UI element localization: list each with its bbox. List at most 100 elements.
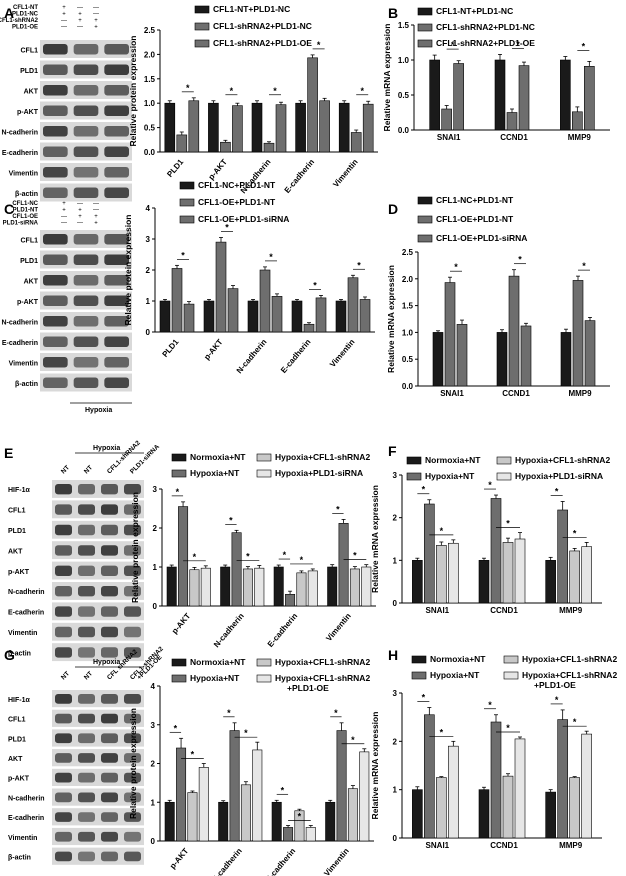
blot-row-label: E-cadherin (8, 815, 44, 822)
y-tick-label: 0.5 (402, 355, 414, 364)
legend-swatch (406, 472, 422, 481)
legend-swatch (503, 655, 519, 664)
legend-swatch (256, 658, 272, 667)
y-tick-label: 0.5 (398, 91, 410, 100)
bar (164, 801, 175, 842)
significance-star: * (360, 86, 364, 96)
y-axis-label: Relative protein expression (130, 492, 140, 603)
blot-band (55, 792, 72, 803)
y-tick-label: 2 (151, 760, 156, 769)
legend-swatch (417, 196, 433, 205)
condition-sign: — (93, 5, 99, 11)
bar (359, 299, 371, 333)
significance-star: * (555, 486, 559, 496)
hypoxia-label: Hypoxia (85, 407, 112, 414)
blot-band (73, 357, 99, 368)
bar (315, 297, 327, 333)
bar (496, 332, 508, 387)
legend-label: Hypoxia+CFL1-shRNA2 (275, 657, 370, 667)
blot-band (43, 295, 68, 306)
bar (514, 538, 526, 604)
legend-label: CFL1-NT+PLD1-NC (213, 4, 290, 14)
bar (545, 791, 556, 839)
blot-band (101, 713, 118, 724)
y-tick-label: 0.0 (144, 148, 156, 157)
bar (453, 63, 464, 131)
blot-band (43, 126, 68, 137)
significance-star: * (317, 40, 321, 50)
significance-star: * (488, 480, 492, 490)
x-tick-label: Vimentin (322, 846, 351, 876)
legend-swatch (171, 469, 187, 478)
bar (275, 104, 287, 153)
bar (545, 560, 556, 604)
legend-label: CFL1-OE+PLD1-NT (198, 197, 276, 207)
bar (584, 320, 596, 387)
blot-band (104, 167, 129, 178)
panel-g: G HIF-1α CFL1 PLD1 AKT p-AKT N-cadherin E-cadhe… (4, 645, 374, 876)
legend-swatch (406, 456, 422, 465)
blot-band (124, 524, 141, 536)
condition-sign: — (93, 12, 99, 18)
blot-band (73, 234, 99, 245)
bar (208, 102, 219, 153)
blot-row-label: AKT (8, 756, 23, 763)
x-tick-label: PLD1 (160, 337, 180, 359)
y-tick-label: 0 (393, 599, 398, 608)
y-tick-label: 0 (153, 602, 158, 611)
blot-band (124, 733, 141, 744)
bar (572, 280, 584, 387)
blot-band (55, 606, 72, 617)
x-tick-label: MMP9 (568, 389, 592, 398)
bar (518, 65, 530, 131)
legend-swatch (496, 456, 512, 465)
blot-band (78, 647, 95, 658)
bar (283, 827, 294, 842)
bar (490, 498, 502, 604)
blot-band (78, 733, 95, 744)
blot-band (104, 275, 129, 286)
blot-band (55, 694, 72, 704)
blot-band (101, 812, 118, 822)
blot-band (43, 336, 68, 347)
blot-band (55, 586, 72, 597)
blot-band (43, 167, 68, 178)
bar (271, 801, 282, 842)
legend-label: Hypoxia+NT (190, 673, 240, 683)
blot-row-label: HIF-1α (8, 487, 31, 494)
condition-sign: — (77, 5, 83, 11)
blot-band (73, 275, 99, 286)
blot-band (101, 626, 118, 638)
panel-letter: F (388, 443, 397, 459)
condition-label: PLD1-OE (12, 25, 38, 31)
bar (424, 714, 435, 839)
blot-band (43, 234, 68, 245)
condition-sign: — (61, 18, 67, 24)
bar (227, 288, 239, 333)
y-tick-label: 2 (393, 514, 398, 523)
blot-band (124, 851, 141, 862)
bar (362, 103, 374, 153)
blot-strip (52, 520, 144, 539)
blot-band (78, 812, 95, 822)
bar (349, 568, 360, 607)
y-tick-label: 3 (146, 235, 151, 244)
significance-star: * (506, 519, 510, 529)
blot-band (55, 504, 72, 515)
blot-row-label: N-cadherin (1, 129, 38, 136)
bar (296, 572, 307, 607)
blot-strip (52, 500, 144, 519)
legend-label: Hypoxia+PLD1-siRNA (275, 468, 363, 478)
condition-sign: — (93, 201, 99, 207)
blot-band (73, 85, 99, 96)
y-tick-label: 0.5 (144, 124, 156, 133)
bar (263, 142, 275, 153)
condition-sign: + (94, 214, 98, 220)
y-tick-label: 3 (393, 689, 398, 698)
hypoxia-label: Hypoxia (93, 659, 120, 666)
blot-band (73, 254, 99, 265)
legend-swatch (256, 674, 272, 683)
blot-band (43, 357, 68, 368)
blot-band (104, 234, 129, 245)
blot-band (73, 295, 99, 306)
